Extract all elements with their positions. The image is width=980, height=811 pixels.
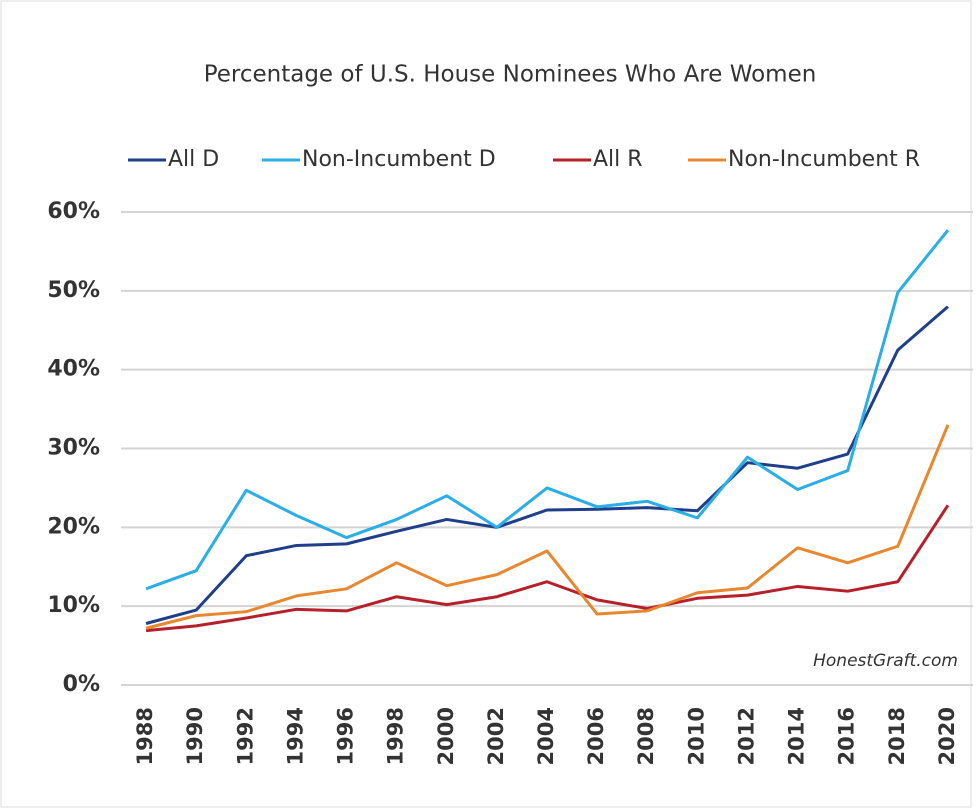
series-line <box>145 229 950 591</box>
x-tick-label: 1996 <box>334 707 358 765</box>
x-tick-label: 2016 <box>835 707 859 765</box>
x-tick-label: 2006 <box>584 707 608 765</box>
x-tick-label: 2004 <box>534 707 558 765</box>
x-tick-label: 2010 <box>684 707 708 765</box>
series-line <box>145 504 950 633</box>
series-line <box>145 305 949 625</box>
y-tick-label: 10% <box>47 593 100 618</box>
y-tick-label: 40% <box>47 357 100 382</box>
y-tick-label: 30% <box>47 436 100 461</box>
x-tick-label: 1992 <box>233 707 257 765</box>
x-tick-label: 2008 <box>634 707 658 765</box>
x-tick-label: 1990 <box>183 707 207 765</box>
x-tick-label: 2020 <box>935 707 959 765</box>
annotation: HonestGraft.com <box>813 651 958 671</box>
y-tick-label: 50% <box>47 278 100 303</box>
legend-label: Non-Incumbent D <box>302 147 496 172</box>
x-tick-label: 1994 <box>283 707 307 765</box>
chart-title: Percentage of U.S. House Nominees Who Ar… <box>204 62 817 88</box>
x-tick-label: 2000 <box>434 707 458 765</box>
x-tick-label: 2002 <box>484 707 508 765</box>
x-tick-label: 2018 <box>885 707 909 765</box>
series-line <box>145 424 950 630</box>
y-tick-label: 20% <box>47 514 100 539</box>
x-tick-label: 2014 <box>785 707 809 765</box>
x-tick-label: 1998 <box>384 707 408 765</box>
x-tick-label: 1988 <box>133 707 157 765</box>
y-tick-label: 60% <box>47 199 100 224</box>
legend-label: All D <box>168 147 219 172</box>
legend-label: All R <box>593 147 643 172</box>
y-tick-label: 0% <box>63 672 100 697</box>
x-tick-label: 2012 <box>734 707 758 765</box>
legend-label: Non-Incumbent R <box>728 147 920 172</box>
